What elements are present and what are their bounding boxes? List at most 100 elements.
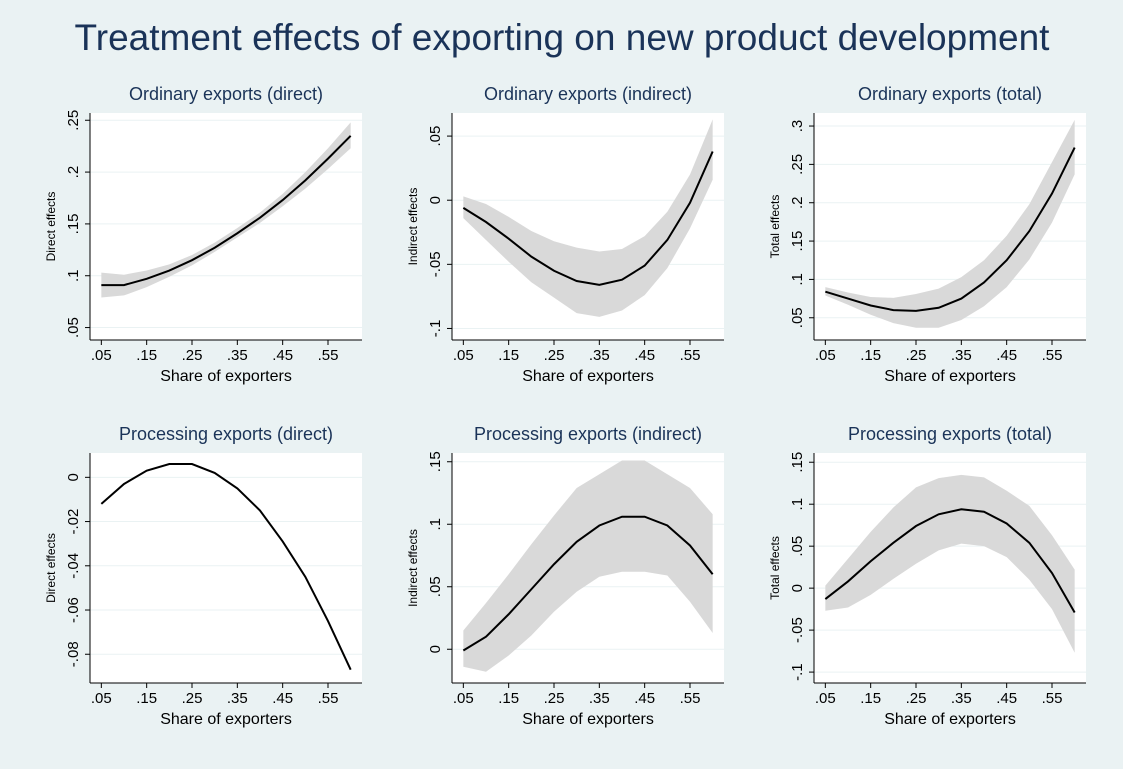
- effect-line: [462, 515, 714, 652]
- x-tick-label: .15: [136, 347, 157, 364]
- x-tick-label: .45: [634, 690, 655, 707]
- x-tick-label: .05: [815, 690, 836, 707]
- x-tick-label: .55: [680, 347, 701, 364]
- y-axis-label: Total effects: [768, 195, 782, 259]
- x-axis-label: Share of exporters: [884, 368, 1016, 385]
- y-axis-label: Indirect effects: [406, 188, 420, 266]
- y-tick-label: -.06: [65, 597, 82, 623]
- y-tick-label: 0: [789, 584, 806, 592]
- x-tick-label: .55: [1042, 690, 1063, 707]
- y-tick-label: .25: [789, 154, 806, 175]
- y-axis-label: Direct effects: [44, 192, 58, 262]
- y-tick-label: -.1: [789, 663, 806, 681]
- y-tick-label: .15: [789, 231, 806, 252]
- panel-title: Ordinary exports (indirect): [484, 84, 692, 104]
- x-tick-label: .15: [136, 690, 157, 707]
- x-tick-label: .45: [272, 690, 293, 707]
- y-tick-label: .15: [427, 451, 444, 472]
- x-axis-label: Share of exporters: [160, 368, 292, 385]
- y-tick-label: .05: [789, 307, 806, 328]
- y-tick-label: .05: [427, 576, 444, 597]
- x-tick-label: .15: [498, 690, 519, 707]
- x-tick-label: .05: [91, 690, 112, 707]
- x-tick-label: .05: [453, 690, 474, 707]
- y-tick-label: -.05: [789, 617, 806, 643]
- confidence-band: [463, 119, 713, 317]
- x-tick-label: .45: [272, 347, 293, 364]
- panel-title: Ordinary exports (total): [858, 84, 1042, 104]
- y-tick-label: -.1: [427, 320, 444, 338]
- x-axis-label: Share of exporters: [160, 711, 292, 728]
- figure-title: Treatment effects of exporting on new pr…: [75, 17, 1051, 58]
- y-tick-label: .05: [789, 536, 806, 557]
- x-tick-label: .25: [182, 347, 203, 364]
- x-tick-label: .25: [906, 347, 927, 364]
- panel-title: Processing exports (total): [848, 424, 1052, 444]
- x-tick-label: .25: [544, 347, 565, 364]
- x-tick-label: .35: [951, 347, 972, 364]
- y-tick-label: .05: [427, 126, 444, 147]
- y-tick-label: .1: [789, 273, 806, 286]
- x-axis-label: Share of exporters: [522, 711, 654, 728]
- effect-line: [462, 151, 714, 286]
- x-tick-label: .55: [1042, 347, 1063, 364]
- x-tick-label: .55: [680, 690, 701, 707]
- effect-line: [100, 463, 352, 671]
- x-tick-label: .25: [906, 690, 927, 707]
- y-tick-label: 0: [427, 645, 444, 653]
- y-tick-label: 0: [65, 473, 82, 481]
- y-axis-label: Total effects: [768, 536, 782, 600]
- x-tick-label: .05: [815, 347, 836, 364]
- x-tick-label: .05: [453, 347, 474, 364]
- y-tick-label: .05: [65, 317, 82, 338]
- y-tick-label: .1: [427, 518, 444, 531]
- x-tick-label: .25: [544, 690, 565, 707]
- x-tick-label: .35: [589, 690, 610, 707]
- x-tick-label: .55: [318, 347, 339, 364]
- confidence-band: [101, 122, 351, 298]
- x-tick-label: .45: [996, 690, 1017, 707]
- y-axis-label: Indirect effects: [406, 529, 420, 607]
- y-tick-label: .15: [65, 213, 82, 234]
- effect-line: [825, 147, 1076, 312]
- x-tick-label: .35: [951, 690, 972, 707]
- confidence-band: [825, 474, 1075, 653]
- x-tick-label: .15: [498, 347, 519, 364]
- confidence-band: [825, 119, 1075, 328]
- x-tick-label: .35: [589, 347, 610, 364]
- panel-title: Processing exports (direct): [119, 424, 333, 444]
- x-tick-label: .45: [996, 347, 1017, 364]
- x-tick-label: .15: [860, 690, 881, 707]
- y-tick-label: .1: [65, 269, 82, 282]
- x-tick-label: .15: [860, 347, 881, 364]
- effect-line: [824, 508, 1076, 613]
- y-tick-label: .2: [65, 166, 82, 179]
- y-tick-label: -.04: [65, 553, 82, 579]
- x-axis-label: Share of exporters: [522, 368, 654, 385]
- y-tick-label: -.05: [427, 251, 444, 277]
- y-tick-label: -.08: [65, 641, 82, 667]
- y-tick-label: .15: [789, 452, 806, 473]
- plot-area: [90, 453, 362, 683]
- confidence-band: [463, 460, 713, 672]
- y-tick-label: .2: [789, 196, 806, 209]
- plot-area: [90, 113, 362, 340]
- panel-title: Ordinary exports (direct): [129, 84, 323, 104]
- x-tick-label: .55: [318, 690, 339, 707]
- y-axis-label: Direct effects: [44, 533, 58, 603]
- panel-title: Processing exports (indirect): [474, 424, 702, 444]
- x-tick-label: .35: [227, 690, 248, 707]
- x-tick-label: .45: [634, 347, 655, 364]
- effect-line: [101, 135, 352, 287]
- x-tick-label: .25: [182, 690, 203, 707]
- y-tick-label: -.02: [65, 509, 82, 535]
- x-tick-label: .05: [91, 347, 112, 364]
- x-tick-label: .35: [227, 347, 248, 364]
- x-axis-label: Share of exporters: [884, 711, 1016, 728]
- y-tick-label: .1: [789, 498, 806, 511]
- y-tick-label: .25: [65, 110, 82, 131]
- y-tick-label: .3: [789, 120, 806, 133]
- y-tick-label: 0: [427, 196, 444, 204]
